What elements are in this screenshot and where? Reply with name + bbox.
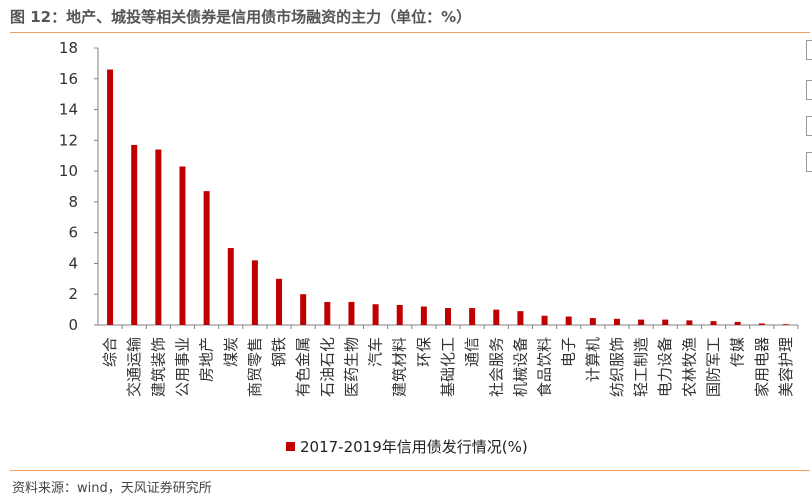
bar xyxy=(686,320,693,325)
x-category-label: 机械设备 xyxy=(511,337,529,397)
x-category-label: 农林牧渔 xyxy=(680,337,698,397)
bar xyxy=(469,308,476,325)
bar xyxy=(155,149,162,325)
edge-widget-1 xyxy=(806,40,812,60)
x-category-label: 医药生物 xyxy=(342,337,360,397)
y-tick-label: 0 xyxy=(68,316,78,334)
y-tick-label: 4 xyxy=(68,254,78,272)
source-note: 资料来源：wind，天风证券研究所 xyxy=(12,481,212,496)
x-category-label: 钢铁 xyxy=(270,337,288,367)
bar xyxy=(276,278,283,325)
bar xyxy=(227,248,234,325)
y-tick-label: 14 xyxy=(59,101,78,119)
x-category-label: 电子 xyxy=(560,337,578,367)
bar xyxy=(613,318,620,325)
edge-widget-2 xyxy=(806,80,812,100)
bar xyxy=(662,319,669,325)
x-category-label: 汽车 xyxy=(367,337,385,367)
bar xyxy=(782,324,789,326)
x-category-label: 传媒 xyxy=(729,337,747,367)
bar xyxy=(179,166,186,325)
bar xyxy=(203,191,210,325)
y-tick-label: 8 xyxy=(68,193,78,211)
footer-divider xyxy=(10,470,810,471)
figure-title: 图 12：地产、城投等相关债券是信用债市场融资的主力（单位：%） xyxy=(10,8,472,26)
x-category-label: 房地产 xyxy=(198,337,216,382)
x-category-label: 食品饮料 xyxy=(536,337,554,397)
bar xyxy=(420,306,427,325)
bar xyxy=(517,311,524,325)
y-tick-label: 6 xyxy=(68,224,78,242)
bar xyxy=(734,321,741,325)
bar xyxy=(493,309,500,325)
bar xyxy=(396,304,403,325)
bar xyxy=(348,301,355,325)
x-category-label: 基础化工 xyxy=(439,337,457,397)
x-category-label: 公用事业 xyxy=(173,337,191,397)
bar xyxy=(710,321,717,325)
x-category-label: 纺织服饰 xyxy=(608,337,626,397)
x-category-label: 石油石化 xyxy=(318,337,336,397)
x-category-label: 综合 xyxy=(101,337,119,367)
y-tick-label: 16 xyxy=(59,70,78,88)
x-category-label: 家用电器 xyxy=(753,337,771,397)
x-category-label: 煤炭 xyxy=(222,337,240,367)
x-category-label: 商贸零售 xyxy=(246,337,264,397)
bar xyxy=(758,323,765,325)
edge-widget-4 xyxy=(806,152,812,172)
chart-legend: 2017-2019年信用债发行情况(%) xyxy=(286,436,528,457)
legend-swatch xyxy=(286,442,295,451)
bar xyxy=(541,315,548,325)
x-category-label: 轻工制造 xyxy=(632,337,650,397)
x-category-label: 交通运输 xyxy=(125,337,143,397)
bar xyxy=(638,319,645,325)
x-category-label: 社会服务 xyxy=(487,337,505,397)
bar xyxy=(300,294,307,325)
bar xyxy=(565,316,572,325)
y-tick-label: 2 xyxy=(68,285,78,303)
y-tick-label: 12 xyxy=(59,131,78,149)
x-category-label: 有色金属 xyxy=(294,337,312,397)
y-tick-label: 18 xyxy=(59,39,78,57)
bar xyxy=(107,69,114,326)
bar xyxy=(251,260,258,325)
title-divider xyxy=(10,32,810,33)
edge-widget-3 xyxy=(806,116,812,136)
x-category-label: 电力设备 xyxy=(656,337,674,397)
legend-label: 2017-2019年信用债发行情况(%) xyxy=(300,438,528,456)
x-category-label: 通信 xyxy=(463,337,481,367)
x-category-label: 建筑材料 xyxy=(391,337,409,397)
bar xyxy=(372,304,379,325)
x-category-label: 环保 xyxy=(415,337,433,367)
bar xyxy=(131,144,138,325)
y-tick-label: 10 xyxy=(59,162,78,180)
x-category-label: 国防军工 xyxy=(705,337,723,397)
x-category-label: 美容护理 xyxy=(777,337,795,397)
x-category-label: 建筑装饰 xyxy=(149,337,167,397)
x-category-label: 计算机 xyxy=(584,337,602,382)
bar xyxy=(589,318,596,325)
bar xyxy=(445,308,451,325)
bar xyxy=(324,301,331,325)
